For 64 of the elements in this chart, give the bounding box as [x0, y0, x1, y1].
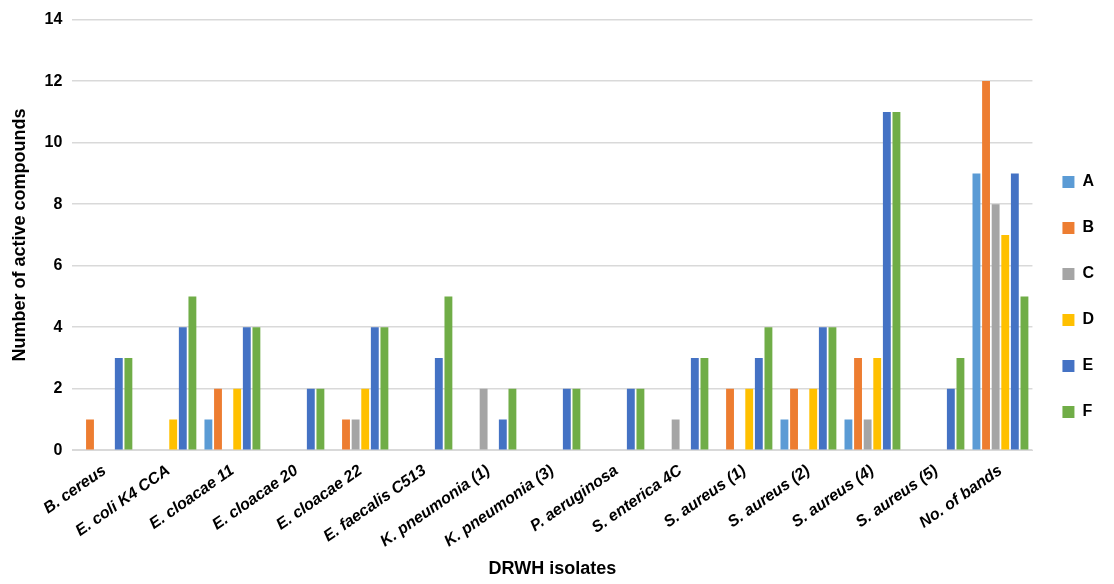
bar: [342, 419, 350, 450]
bar: [991, 204, 1000, 450]
y-tick-label: 0: [53, 440, 63, 458]
bar: [214, 388, 222, 450]
bar: [204, 419, 213, 450]
y-axis-title: Number of active compounds: [8, 108, 29, 362]
bar: [351, 419, 360, 450]
bar: [745, 388, 754, 450]
bar: [790, 388, 798, 450]
bar: [361, 388, 370, 450]
bar: [726, 388, 734, 450]
legend-label: B: [1082, 218, 1095, 236]
bar: [252, 327, 261, 450]
bar: [444, 296, 453, 450]
bar: [169, 419, 178, 450]
bar: [1010, 173, 1019, 450]
bar: [809, 388, 818, 450]
bar: [882, 111, 891, 450]
bar: [316, 388, 325, 450]
bar: [982, 81, 990, 450]
y-tick-label: 10: [44, 133, 63, 151]
bar: [370, 327, 379, 450]
y-tick-label: 8: [53, 194, 63, 212]
bar: [233, 388, 242, 450]
bar: [636, 388, 645, 450]
bar: [380, 327, 389, 450]
bar: [671, 419, 680, 450]
bar: [1001, 234, 1010, 450]
bar: [124, 357, 133, 450]
bar: [188, 296, 197, 450]
bar: [700, 357, 709, 450]
bar: [498, 419, 507, 450]
legend-label: D: [1082, 310, 1095, 328]
y-tick-label: 2: [53, 379, 63, 397]
bar: [828, 327, 837, 450]
y-tick-label: 4: [53, 317, 63, 335]
legend-label: F: [1082, 402, 1093, 420]
bar: [818, 327, 827, 450]
legend-label: C: [1082, 264, 1095, 282]
bar: [86, 419, 94, 450]
bar: [863, 419, 872, 450]
bar: [626, 388, 635, 450]
bar: [306, 388, 315, 450]
bar: [764, 327, 773, 450]
bar: [873, 357, 882, 450]
x-axis-title: DRWH isolates: [488, 558, 617, 579]
bar: [114, 357, 123, 450]
bar: [854, 357, 862, 450]
y-tick-label: 12: [44, 71, 63, 89]
bar: [508, 388, 517, 450]
bar: [572, 388, 581, 450]
y-tick-label: 14: [44, 10, 63, 28]
legend-label: A: [1082, 172, 1095, 190]
bar: [178, 327, 187, 450]
bar: [780, 419, 789, 450]
bar: [754, 357, 763, 450]
y-tick-label: 6: [53, 256, 63, 274]
bar: [690, 357, 699, 450]
legend-label: E: [1082, 356, 1094, 374]
bar: [434, 357, 443, 450]
bar: [242, 327, 251, 450]
bar: [946, 388, 955, 450]
bar: [562, 388, 571, 450]
bar: [479, 388, 488, 450]
